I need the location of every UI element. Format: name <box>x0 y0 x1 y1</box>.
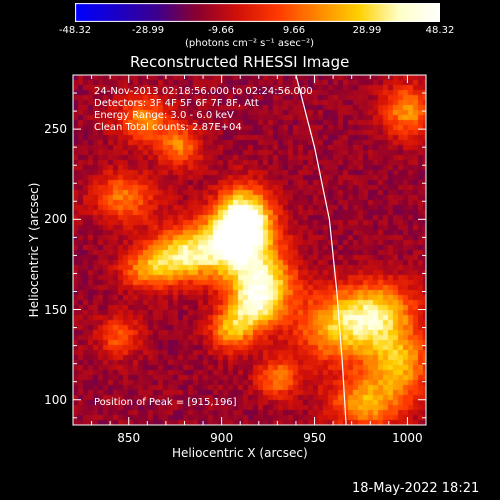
y-tick-label: 200 <box>44 212 67 227</box>
colorbar-tick-label: -48.32 <box>58 25 92 36</box>
footer-date: 18-May-2022 18:21 <box>352 481 480 496</box>
colorbar-tick-label: 48.32 <box>425 25 455 36</box>
time-range-label: 24-Nov-2013 02:18:56.000 to 02:24:56.000 <box>94 86 313 97</box>
energy-range-label: Energy Range: 3.0 - 6.0 keV <box>94 110 234 121</box>
colorbar-tick-label: -9.66 <box>208 25 234 36</box>
colorbar-tick-label: -28.99 <box>131 25 165 36</box>
chart-title: Reconstructed RHESSI Image <box>130 53 350 71</box>
y-tick-label: 250 <box>44 122 67 137</box>
y-tick-label: 150 <box>44 302 67 317</box>
plot-frame <box>72 74 427 426</box>
x-tick-label: 900 <box>210 431 234 445</box>
x-tick-label: 1000 <box>392 431 423 445</box>
colorbar-tick-label: 28.99 <box>352 25 382 36</box>
solar-limb-line <box>295 74 347 426</box>
x-axis-label: Heliocentric X (arcsec) <box>172 446 308 460</box>
clean-counts-label: Clean Total counts: 2.87E+04 <box>94 122 242 133</box>
x-tick-label: 950 <box>303 431 326 445</box>
x-tick-label: 850 <box>117 431 141 445</box>
heatmap-image <box>73 75 426 425</box>
colorbar-tick-label: 9.66 <box>282 25 306 36</box>
detectors-label: Detectors: 3F 4F 5F 6F 7F 8F, Att <box>94 98 259 109</box>
colorbar <box>75 3 440 22</box>
y-axis-label: Heliocentric Y (arcsec) <box>27 182 41 318</box>
colorbar-units-label: (photons cm⁻² s⁻¹ asec⁻²) <box>185 38 315 49</box>
y-tick-label: 100 <box>44 392 67 407</box>
peak-position-label: Position of Peak = [915,196] <box>94 397 237 408</box>
